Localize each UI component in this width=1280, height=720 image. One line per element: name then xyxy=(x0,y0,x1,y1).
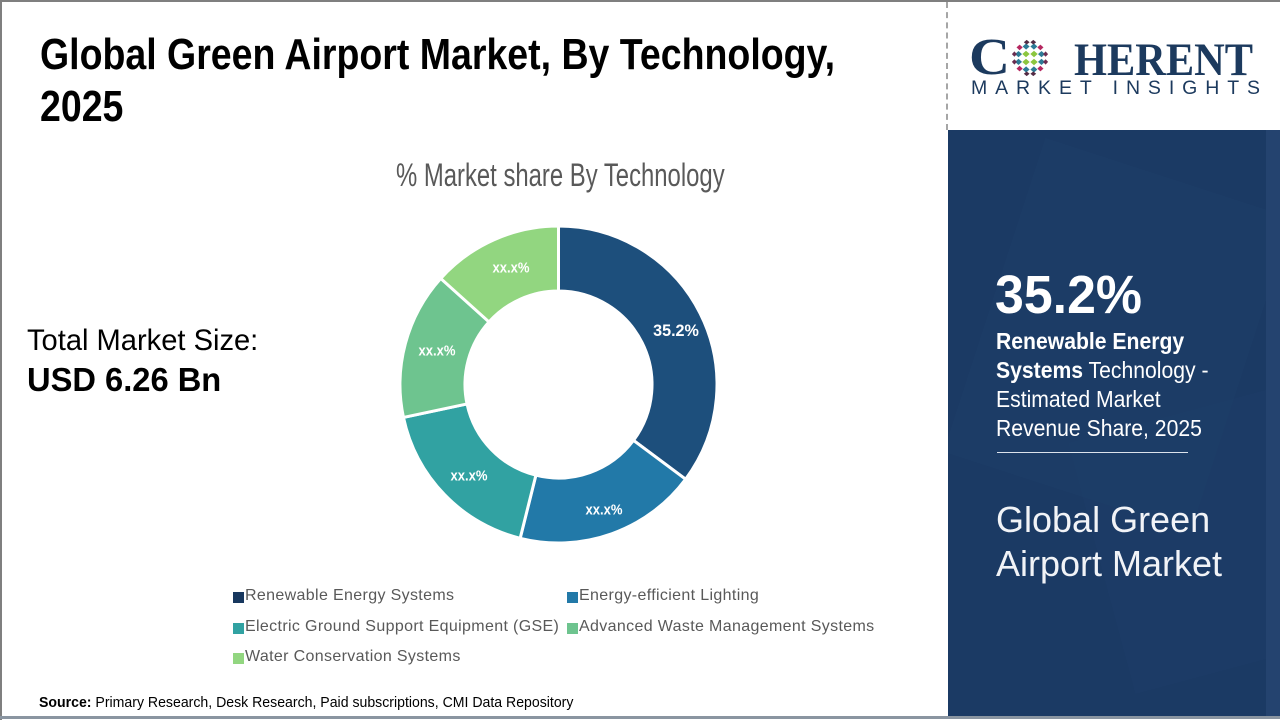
svg-text:C: C xyxy=(969,29,1010,86)
svg-text:HERENT: HERENT xyxy=(1074,34,1253,86)
svg-text:MARKET INSIGHTS: MARKET INSIGHTS xyxy=(971,77,1268,99)
